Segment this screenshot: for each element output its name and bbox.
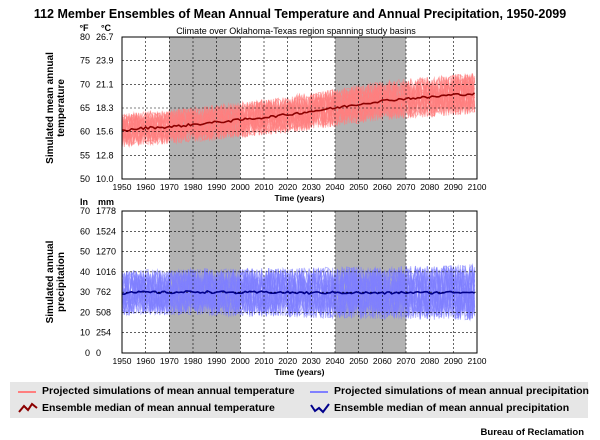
precip-xtick-label: 2030 xyxy=(302,356,321,366)
temp-xtick-label: 2070 xyxy=(397,182,416,192)
temp-ytick-right-label: 26.7 xyxy=(96,32,114,42)
precip-xtick-label: 2090 xyxy=(444,356,463,366)
legend-swatch-temp-median xyxy=(18,402,38,413)
precip-xtick-label: 1970 xyxy=(160,356,179,366)
precip-ytick-left-label: 20 xyxy=(80,307,90,317)
legend: Projected simulations of mean annual tem… xyxy=(10,382,589,418)
legend-label-precip-projection: Projected simulations of mean annual pre… xyxy=(334,385,589,397)
precip-ytick-left-label: 50 xyxy=(80,247,90,257)
precip-xtick-label: 2000 xyxy=(231,356,250,366)
temp-ytick-right-label: 10.0 xyxy=(96,174,114,184)
temp-xaxis-label: Time (years) xyxy=(275,193,325,203)
precip-plot-frame xyxy=(121,210,478,354)
precip-ytick-left-label: 40 xyxy=(80,267,90,277)
precip-xtick-label: 2100 xyxy=(468,356,487,366)
temp-ytick-left-label: 60 xyxy=(80,127,90,137)
precip-ytick-left-label: 60 xyxy=(80,226,90,236)
precip-yaxis-label: Simulated annualprecipitation xyxy=(45,240,67,323)
precip-xtick-label: 1990 xyxy=(207,356,226,366)
legend-label-precip-median: Ensemble median of mean annual precipita… xyxy=(334,402,570,414)
temp-unit-right-label: °C xyxy=(101,23,112,33)
precip-xtick-label: 2070 xyxy=(397,356,416,366)
precip-ytick-right-label: 1524 xyxy=(96,226,116,236)
temp-xtick-label: 1960 xyxy=(136,182,155,192)
temp-ytick-right-label: 21.1 xyxy=(96,79,114,89)
precip-ytick-right-label: 508 xyxy=(96,307,111,317)
temp-xtick-label: 1980 xyxy=(184,182,203,192)
precip-ensemble-median-line xyxy=(121,289,475,296)
temp-unit-left-label: °F xyxy=(79,23,89,33)
precip-xtick-label: 2010 xyxy=(255,356,274,366)
temp-ytick-left-label: 75 xyxy=(80,56,90,66)
temp-ytick-right-label: 18.3 xyxy=(96,103,114,113)
temp-ytick-left-label: 80 xyxy=(80,32,90,42)
temp-ytick-right-label: 23.9 xyxy=(96,56,114,66)
temp-xtick-label: 2030 xyxy=(302,182,321,192)
temp-ytick-left-label: 50 xyxy=(80,174,90,184)
legend-label-temp-median: Ensemble median of mean annual temperatu… xyxy=(42,402,275,414)
precip-simulation-trace xyxy=(121,266,476,320)
precip-ytick-right-label: 254 xyxy=(96,328,111,338)
temp-simulation-trace xyxy=(121,73,476,145)
temperature-panel: 50 10.0 55 12.8 60 15.6 65 18.3 70 21.1 75 23.9 80 26… xyxy=(45,23,487,203)
temp-xtick-label: 2010 xyxy=(255,182,274,192)
temp-ytick-right-label: 15.6 xyxy=(96,127,114,137)
precip-ytick-right-label: 1016 xyxy=(96,267,116,277)
temp-yaxis-label: Simulated mean annualtemperature xyxy=(45,52,67,164)
temp-xtick-label: 2100 xyxy=(468,182,487,192)
precip-xtick-label: 2040 xyxy=(326,356,345,366)
precip-ytick-right-label: 0 xyxy=(96,348,101,358)
precip-simulation-trace xyxy=(121,265,476,320)
credit: Bureau of Reclamation xyxy=(480,427,584,438)
temp-xtick-label: 2090 xyxy=(444,182,463,192)
temp-xtick-label: 2020 xyxy=(278,182,297,192)
precipitation-panel: 0 0 10 254 20 508 30 762 40 1016 50 1270 60 1524 70 177… xyxy=(45,197,487,377)
temp-xtick-label: 2080 xyxy=(420,182,439,192)
temp-xtick-label: 2050 xyxy=(349,182,368,192)
precip-xtick-label: 1980 xyxy=(184,356,203,366)
precip-xtick-label: 2060 xyxy=(373,356,392,366)
precip-unit-left-label: In xyxy=(80,197,88,207)
precip-ytick-right-label: 1778 xyxy=(96,206,116,216)
figure-title: 112 Member Ensembles of Mean Annual Temp… xyxy=(34,7,566,21)
temp-plot-frame xyxy=(121,36,478,180)
legend-swatch-precip-median xyxy=(310,403,330,414)
precip-xtick-label: 1960 xyxy=(136,356,155,366)
temp-ytick-left-label: 70 xyxy=(80,79,90,89)
temp-ytick-left-label: 55 xyxy=(80,150,90,160)
precip-ytick-left-label: 30 xyxy=(80,287,90,297)
temp-xtick-label: 1970 xyxy=(160,182,179,192)
precip-xtick-label: 1950 xyxy=(113,356,132,366)
precip-xtick-label: 2020 xyxy=(278,356,297,366)
legend-swatch-temp-band xyxy=(18,391,36,393)
precip-ytick-left-label: 70 xyxy=(80,206,90,216)
temp-simulation-trace xyxy=(121,76,476,146)
precip-ytick-right-label: 1270 xyxy=(96,247,116,257)
temp-xtick-label: 1990 xyxy=(207,182,226,192)
temp-ytick-right-label: 12.8 xyxy=(96,150,114,160)
precip-xaxis-label: Time (years) xyxy=(275,367,325,377)
temp-simulation-trace xyxy=(121,75,475,145)
precip-ytick-right-label: 762 xyxy=(96,287,111,297)
precip-xtick-label: 2080 xyxy=(420,356,439,366)
legend-label-temp-projection: Projected simulations of mean annual tem… xyxy=(42,385,295,397)
temp-xtick-label: 2060 xyxy=(373,182,392,192)
precip-ytick-left-label: 0 xyxy=(85,348,90,358)
temp-xtick-label: 1950 xyxy=(113,182,132,192)
temp-ensemble-median-line xyxy=(121,92,476,132)
precip-ytick-left-label: 10 xyxy=(80,328,90,338)
temp-xtick-label: 2000 xyxy=(231,182,250,192)
legend-swatch-precip-band xyxy=(310,391,328,393)
figure-subtitle: Climate over Oklahoma-Texas region spann… xyxy=(176,26,416,36)
temp-ytick-left-label: 65 xyxy=(80,103,90,113)
precip-unit-right-label: mm xyxy=(98,197,114,207)
temp-xtick-label: 2040 xyxy=(326,182,345,192)
precip-xtick-label: 2050 xyxy=(349,356,368,366)
precip-simulation-trace xyxy=(121,263,476,320)
